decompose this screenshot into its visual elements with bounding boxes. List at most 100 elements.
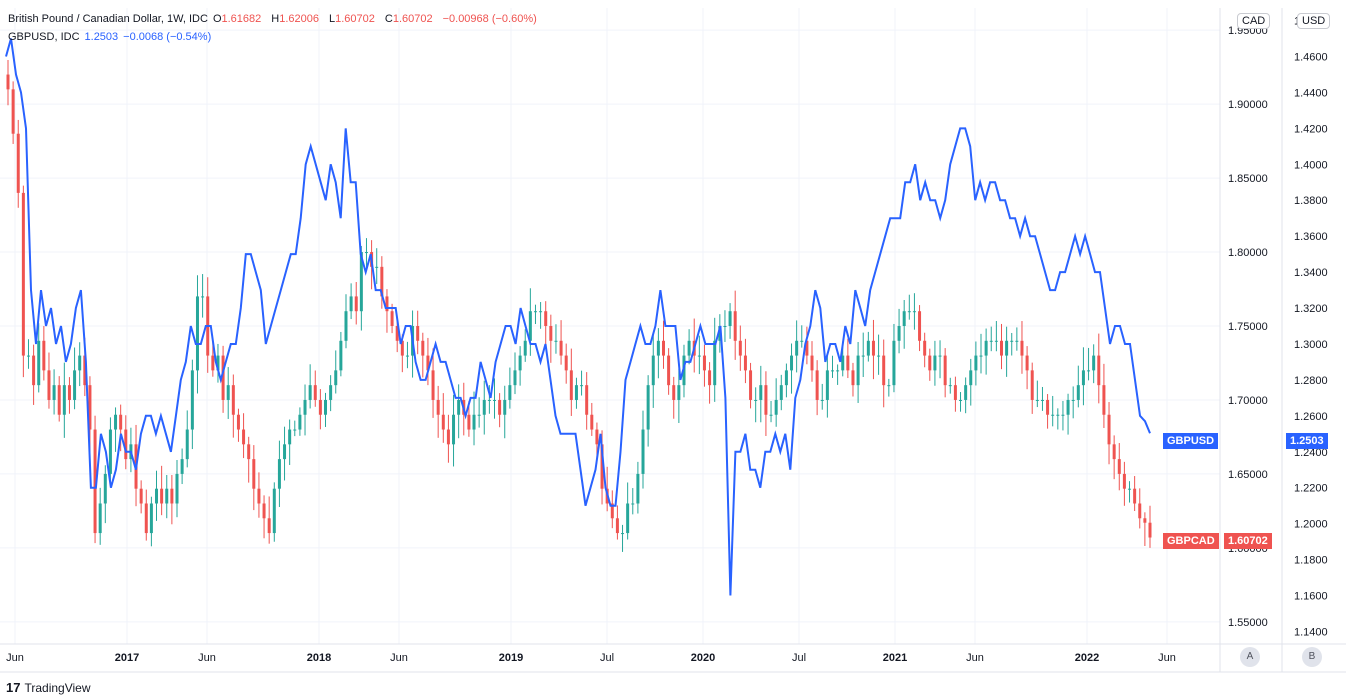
candle-body xyxy=(513,370,517,386)
candle-body xyxy=(1143,518,1147,523)
candle-body xyxy=(508,385,512,400)
candle-body xyxy=(539,311,543,313)
candle-body xyxy=(892,340,896,386)
candle-body xyxy=(723,326,727,327)
candle-body xyxy=(953,385,957,400)
usd-axis-title[interactable]: USD xyxy=(1297,13,1331,29)
time-tick-label: Jun xyxy=(390,652,408,664)
tradingview-logo-icon: 17 xyxy=(6,680,21,695)
tradingview-footer[interactable]: 17 TradingView xyxy=(6,680,91,695)
low-label: L xyxy=(328,13,336,25)
cad-tick-label: 1.70000 xyxy=(1228,395,1268,407)
candle-body xyxy=(851,370,855,386)
candle-body xyxy=(426,355,430,371)
time-tick-label: 2018 xyxy=(307,652,331,664)
candle-body xyxy=(42,340,46,371)
auto-scale-button[interactable]: A xyxy=(1240,647,1260,667)
candle-body xyxy=(784,370,788,386)
candle-body xyxy=(841,355,845,371)
cad-axis-title[interactable]: CAD xyxy=(1237,13,1271,29)
main-series-title: British Pound / Canadian Dollar, 1W, IDC xyxy=(8,13,208,25)
candle-body xyxy=(764,385,768,415)
candle-body xyxy=(324,399,328,415)
time-axis[interactable]: Jun 2017 Jun 2018 Jun 2019 Jul 2020 Jul 2021 Jun 20… xyxy=(6,652,1176,664)
usd-tick-label: 1.3200 xyxy=(1294,303,1328,315)
compare-value: 1.2503 xyxy=(84,31,119,43)
candle-body xyxy=(933,355,937,371)
candle-body xyxy=(1015,340,1019,342)
candle-body xyxy=(149,503,153,534)
time-tick-label: Jul xyxy=(792,652,806,664)
candle-body xyxy=(825,370,829,400)
candle-body xyxy=(856,355,860,386)
candle-body xyxy=(795,340,799,356)
time-tick-label: Jun xyxy=(198,652,216,664)
candle-body xyxy=(938,355,942,357)
candle-body xyxy=(1112,444,1116,460)
close-value: 1.60702 xyxy=(392,13,433,25)
time-tick-label: 2020 xyxy=(691,652,715,664)
time-tick-label: Jun xyxy=(966,652,984,664)
time-tick-label: 2017 xyxy=(115,652,139,664)
candle-body xyxy=(88,385,92,430)
candle-body xyxy=(83,355,87,386)
candle-body xyxy=(380,266,384,297)
candle-body xyxy=(216,355,220,371)
candle-body xyxy=(779,385,783,400)
usd-tick-label: 1.3800 xyxy=(1294,195,1328,207)
usd-tick-label: 1.3400 xyxy=(1294,267,1328,279)
gbpusd-tag: GBPUSD xyxy=(1163,433,1219,449)
candle-body xyxy=(948,385,952,387)
usd-tick-label: 1.2400 xyxy=(1294,447,1328,459)
candle-body xyxy=(231,385,235,415)
candle-body xyxy=(1148,522,1152,538)
candle-body xyxy=(16,133,20,193)
candle-body xyxy=(989,340,993,342)
candle-body xyxy=(211,355,215,371)
candle-body xyxy=(1117,459,1121,474)
candle-body xyxy=(1092,355,1096,371)
candle-body xyxy=(190,370,194,430)
usd-tick-label: 1.1800 xyxy=(1294,555,1328,567)
usd-axis[interactable]: 1.48001.46001.44001.42001.40001.38001.36… xyxy=(1294,16,1328,639)
candle-body xyxy=(1128,488,1132,490)
candle-body xyxy=(298,414,302,430)
candle-body xyxy=(580,385,584,387)
candle-body xyxy=(98,503,102,534)
candle-body xyxy=(257,488,261,504)
scale-b-button[interactable]: B xyxy=(1302,647,1322,667)
usd-tick-label: 1.1600 xyxy=(1294,590,1328,602)
candle-body xyxy=(247,444,251,460)
candle-body xyxy=(144,503,148,534)
candle-body xyxy=(267,518,271,534)
candle-body xyxy=(446,429,450,445)
candle-body xyxy=(1005,340,1009,356)
candle-body xyxy=(815,370,819,400)
candle-body xyxy=(585,385,589,415)
candle-body xyxy=(702,355,706,371)
candle-body xyxy=(574,385,578,400)
candle-body xyxy=(1097,355,1101,386)
cad-tick-label: 1.85000 xyxy=(1228,173,1268,185)
candle-body xyxy=(728,311,732,326)
candle-body xyxy=(103,473,107,504)
candle-body xyxy=(124,429,128,460)
candle-body xyxy=(493,399,497,401)
usd-tick-label: 1.2800 xyxy=(1294,375,1328,387)
candle-body xyxy=(964,385,968,400)
candle-body xyxy=(201,296,205,298)
compare-series-legend[interactable]: GBPUSD, IDC 1.2503 −0.0068 (−0.54%) xyxy=(8,31,216,43)
candle-body xyxy=(1040,399,1044,401)
cad-tick-label: 1.75000 xyxy=(1228,321,1268,333)
candle-body xyxy=(984,340,988,356)
candle-body xyxy=(318,399,322,415)
candle-body xyxy=(1025,355,1029,371)
candle-body xyxy=(467,414,471,430)
candle-body xyxy=(487,399,491,401)
candle-body xyxy=(277,459,281,489)
candle-body xyxy=(528,311,532,341)
main-series-legend[interactable]: British Pound / Canadian Dollar, 1W, IDC… xyxy=(8,13,542,25)
candle-body xyxy=(836,370,840,372)
candle-body xyxy=(790,355,794,371)
